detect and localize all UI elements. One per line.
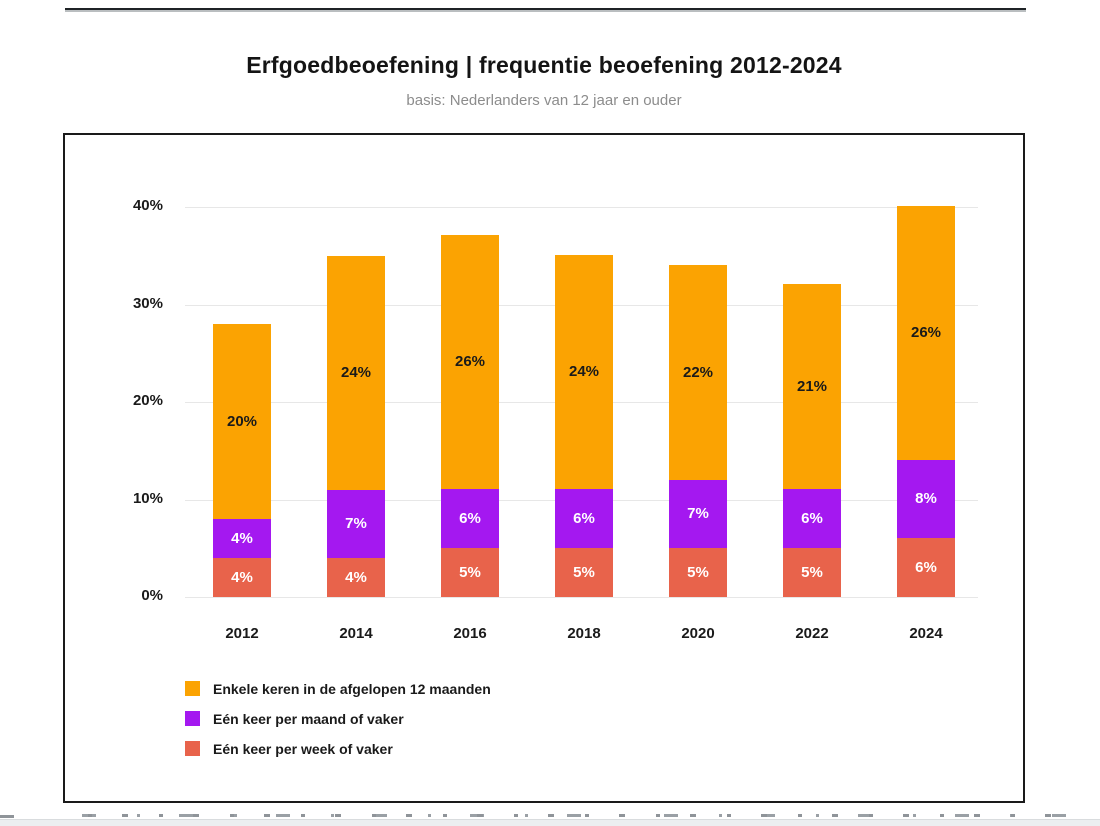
bar-segment [327, 256, 385, 490]
page-top-rule [65, 8, 1026, 12]
bar-value-label: 5% [573, 564, 595, 581]
bar-segment [669, 480, 727, 548]
bar-segment [783, 548, 841, 597]
bar-value-label: 20% [226, 413, 258, 430]
bar-segment [441, 489, 499, 548]
bar-segment [897, 460, 955, 538]
bar-value-label: 6% [915, 559, 937, 576]
bar-value-label: 5% [687, 564, 709, 581]
bar-segment [783, 489, 841, 548]
legend-swatch [185, 711, 200, 726]
bar-segment [783, 284, 841, 489]
bar-segment [897, 538, 955, 597]
x-axis-tick-label: 2022 [795, 625, 829, 642]
bar-value-label: 26% [910, 324, 942, 341]
chart-figure-frame: 0% 10% 20% 30% 40% 4% 4% 20% 2012 4% 7% 24% 2014 5% 6%… [63, 133, 1025, 803]
bar-segment [555, 255, 613, 489]
bar-segment [213, 558, 271, 597]
legend-item: Enkele keren in de afgelopen 12 maanden [185, 680, 491, 697]
clipped-caption-fragment [0, 815, 14, 818]
bar-segment [213, 324, 271, 519]
y-axis-tick-label: 10% [132, 490, 163, 507]
bar-segment [897, 206, 955, 460]
bar-value-label: 5% [459, 564, 481, 581]
gridline [185, 207, 978, 208]
y-axis-tick-label: 20% [132, 392, 163, 409]
legend-label: Eén keer per maand of vaker [213, 710, 404, 727]
chart-subtitle: basis: Nederlanders van 12 jaar en ouder [406, 92, 682, 109]
bar-value-label: 24% [568, 363, 600, 380]
bar-value-label: 4% [231, 530, 253, 547]
x-axis-tick-label: 2012 [225, 625, 259, 642]
bar-value-label: 7% [687, 505, 709, 522]
viewport-bottom-strip [0, 819, 1100, 826]
legend-swatch [185, 681, 200, 696]
bar-value-label: 6% [459, 510, 481, 527]
x-axis-tick-label: 2016 [453, 625, 487, 642]
bar-segment [441, 548, 499, 597]
legend-swatch [185, 741, 200, 756]
legend-item: Eén keer per week of vaker [185, 740, 491, 757]
chart-legend: Enkele keren in de afgelopen 12 maanden E… [185, 681, 491, 771]
gridline [185, 597, 978, 598]
bar-segment [327, 490, 385, 558]
y-axis-tick-label: 0% [141, 587, 163, 604]
bar-segment [441, 235, 499, 489]
bar-value-label: 24% [340, 364, 372, 381]
legend-label: Enkele keren in de afgelopen 12 maanden [213, 680, 491, 697]
bar-segment [555, 489, 613, 548]
plot-area: 0% 10% 20% 30% 40% 4% 4% 20% 2012 4% 7% 24% 2014 5% 6%… [65, 135, 1023, 801]
bar-value-label: 21% [796, 378, 828, 395]
bar-value-label: 4% [345, 569, 367, 586]
legend-item: Eén keer per maand of vaker [185, 710, 491, 727]
chart-title: Erfgoedbeoefening | frequentie beoefenin… [246, 52, 842, 78]
bar-segment [669, 265, 727, 480]
y-axis-tick-label: 30% [132, 295, 163, 312]
bar-value-label: 6% [801, 510, 823, 527]
bar-segment [213, 519, 271, 558]
legend-label: Eén keer per week of vaker [213, 740, 393, 757]
clipped-figure-caption [82, 812, 1072, 818]
bar-segment [669, 548, 727, 597]
bar-value-label: 7% [345, 515, 367, 532]
x-axis-tick-label: 2018 [567, 625, 601, 642]
bar-value-label: 22% [682, 364, 714, 381]
bar-segment [555, 548, 613, 597]
x-axis-tick-label: 2024 [909, 625, 943, 642]
bar-segment [327, 558, 385, 597]
bar-value-label: 8% [915, 490, 937, 507]
bar-value-label: 26% [454, 353, 486, 370]
bar-value-label: 5% [801, 564, 823, 581]
x-axis-tick-label: 2020 [681, 625, 715, 642]
bar-value-label: 6% [573, 510, 595, 527]
x-axis-tick-label: 2014 [339, 625, 373, 642]
bar-value-label: 4% [231, 569, 253, 586]
y-axis-tick-label: 40% [132, 197, 163, 214]
